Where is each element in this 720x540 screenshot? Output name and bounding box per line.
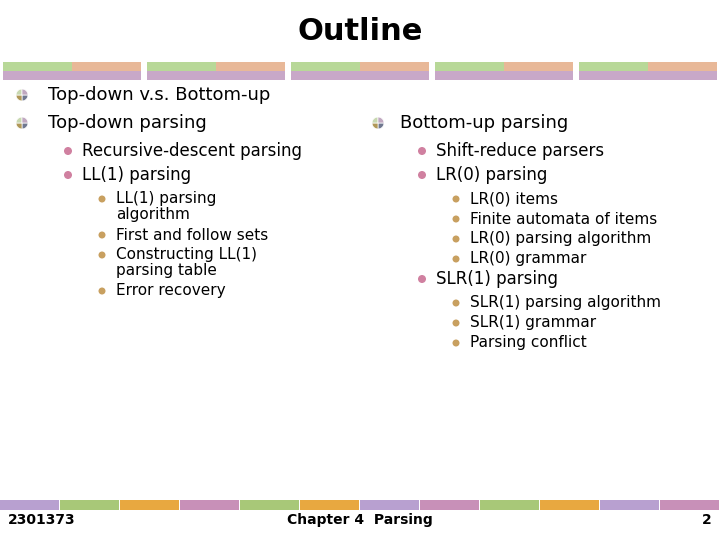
Circle shape	[452, 320, 459, 327]
Bar	[579, 71, 717, 80]
Circle shape	[64, 147, 72, 155]
Wedge shape	[16, 117, 22, 123]
Text: Top-down v.s. Bottom-up: Top-down v.s. Bottom-up	[48, 86, 271, 104]
Bar	[648, 62, 717, 71]
Bar	[147, 62, 216, 71]
Circle shape	[452, 300, 459, 307]
Text: 2: 2	[702, 513, 712, 527]
Text: parsing table: parsing table	[116, 264, 217, 279]
Bar	[0, 500, 59, 510]
Text: LL(1) parsing: LL(1) parsing	[82, 166, 191, 184]
Bar	[72, 62, 141, 71]
Wedge shape	[16, 89, 22, 95]
Bar	[180, 500, 239, 510]
Wedge shape	[16, 123, 22, 129]
Bar	[420, 500, 479, 510]
Bar	[360, 500, 419, 510]
Wedge shape	[378, 123, 384, 129]
Text: Top-down parsing: Top-down parsing	[48, 114, 207, 132]
Circle shape	[418, 171, 426, 179]
Circle shape	[452, 255, 459, 262]
Wedge shape	[22, 95, 28, 101]
Bar	[3, 62, 72, 71]
Bar	[435, 71, 573, 80]
Circle shape	[99, 287, 106, 294]
Bar	[120, 500, 179, 510]
Bar	[480, 500, 539, 510]
Bar	[3, 71, 141, 80]
Bar	[216, 62, 285, 71]
Circle shape	[99, 232, 106, 239]
Circle shape	[452, 340, 459, 347]
Text: LR(0) items: LR(0) items	[470, 192, 558, 206]
Circle shape	[452, 215, 459, 222]
Circle shape	[99, 195, 106, 202]
Text: algorithm: algorithm	[116, 207, 190, 222]
Text: Bottom-up parsing: Bottom-up parsing	[400, 114, 568, 132]
Text: LR(0) parsing: LR(0) parsing	[436, 166, 547, 184]
Circle shape	[418, 275, 426, 283]
Text: Chapter 4  Parsing: Chapter 4 Parsing	[287, 513, 433, 527]
Bar	[540, 500, 599, 510]
Wedge shape	[16, 95, 22, 101]
Circle shape	[99, 252, 106, 259]
Text: SLR(1) parsing algorithm: SLR(1) parsing algorithm	[470, 295, 661, 310]
Bar	[600, 500, 659, 510]
Text: Recursive-descent parsing: Recursive-descent parsing	[82, 142, 302, 160]
Wedge shape	[378, 117, 384, 123]
Text: Error recovery: Error recovery	[116, 284, 225, 299]
Text: Finite automata of items: Finite automata of items	[470, 212, 657, 226]
Text: SLR(1) grammar: SLR(1) grammar	[470, 315, 596, 330]
Text: Constructing LL(1): Constructing LL(1)	[116, 247, 257, 262]
Text: LR(0) grammar: LR(0) grammar	[470, 252, 586, 267]
Text: Parsing conflict: Parsing conflict	[470, 335, 587, 350]
Text: LL(1) parsing: LL(1) parsing	[116, 192, 217, 206]
Bar	[660, 500, 719, 510]
Wedge shape	[372, 117, 378, 123]
Bar	[60, 500, 119, 510]
Text: Outline: Outline	[297, 17, 423, 46]
Bar	[360, 62, 429, 71]
Bar	[240, 500, 299, 510]
Text: First and follow sets: First and follow sets	[116, 227, 269, 242]
Text: SLR(1) parsing: SLR(1) parsing	[436, 270, 558, 288]
Wedge shape	[22, 123, 28, 129]
Circle shape	[452, 235, 459, 242]
Wedge shape	[22, 117, 28, 123]
Bar	[435, 62, 504, 71]
Bar	[147, 71, 285, 80]
Wedge shape	[372, 123, 378, 129]
Bar	[504, 62, 573, 71]
Bar	[291, 62, 360, 71]
Text: LR(0) parsing algorithm: LR(0) parsing algorithm	[470, 232, 652, 246]
Circle shape	[418, 147, 426, 155]
Text: 2301373: 2301373	[8, 513, 76, 527]
Text: Shift-reduce parsers: Shift-reduce parsers	[436, 142, 604, 160]
Bar	[579, 62, 648, 71]
Bar	[300, 500, 359, 510]
Circle shape	[64, 171, 72, 179]
Wedge shape	[22, 89, 28, 95]
Bar	[291, 71, 429, 80]
Circle shape	[452, 195, 459, 202]
